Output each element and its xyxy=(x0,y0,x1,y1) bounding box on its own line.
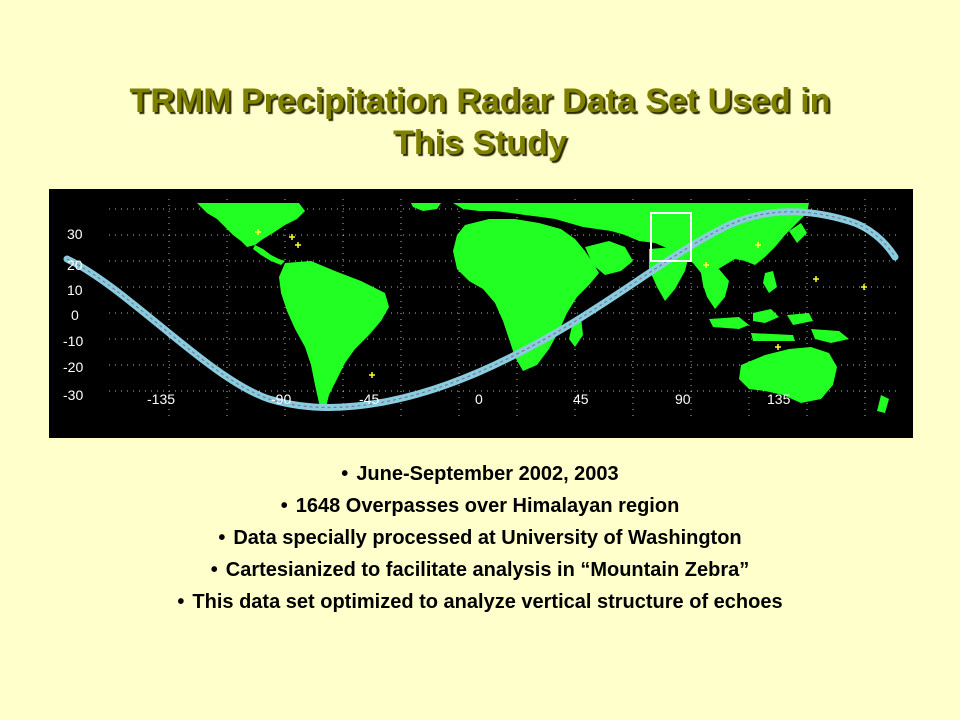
australia-landmass xyxy=(739,347,837,403)
greenland-landmass xyxy=(411,203,441,211)
bullet-item: • Cartesianized to facilitate analysis in… xyxy=(0,554,960,586)
latitude-labels: 30 20 10 0 -10 -20 -30 xyxy=(63,226,83,403)
bullet-text: 1648 Overpasses over Himalayan region xyxy=(295,495,680,517)
lon-label: 135 xyxy=(767,391,791,407)
bullet-item: • This data set optimized to analyze vert… xyxy=(0,586,960,618)
new-zealand-landmass xyxy=(877,395,889,413)
eurasia-landmass xyxy=(453,203,809,281)
map-graphic: 30 20 10 0 -10 -20 -30 -135 -90 -45 0 45… xyxy=(63,199,899,421)
north-america-landmass xyxy=(197,203,305,247)
lon-label: 90 xyxy=(675,391,691,407)
lon-label: -45 xyxy=(359,391,379,407)
lat-label: 10 xyxy=(67,282,83,298)
lat-label: -30 xyxy=(63,387,83,403)
station-marker xyxy=(255,229,261,235)
new-guinea-landmass xyxy=(811,329,849,343)
bullet-dot: • xyxy=(177,591,185,613)
slide-title: TRMM Precipitation Radar Data Set Used i… xyxy=(0,80,960,164)
bullet-dot: • xyxy=(218,527,226,549)
bullet-list: • June-September 2002, 2003 • 1648 Overpas… xyxy=(0,458,960,618)
title-line-1: TRMM Precipitation Radar Data Set Used i… xyxy=(129,82,831,120)
station-marker xyxy=(755,242,761,248)
station-marker xyxy=(861,284,867,290)
bullet-item: • Data specially processed at University … xyxy=(0,522,960,554)
bullet-dot: • xyxy=(341,463,349,485)
india-landmass xyxy=(649,247,689,301)
station-marker xyxy=(289,234,295,240)
philippines-islands xyxy=(763,223,807,293)
arabia-landmass xyxy=(585,241,633,275)
station-marker xyxy=(703,262,709,268)
central-america-landmass xyxy=(253,245,285,265)
indonesia-islands xyxy=(709,309,813,341)
himalayan-region-box xyxy=(650,212,692,262)
bullet-text: This data set optimized to analyze verti… xyxy=(192,591,783,613)
bullet-item: • 1648 Overpasses over Himalayan region xyxy=(0,490,960,522)
longitude-labels: -135 -90 -45 0 45 90 135 xyxy=(147,391,791,407)
lat-label: 30 xyxy=(67,226,83,242)
africa-landmass xyxy=(453,219,599,371)
lon-label: 0 xyxy=(475,391,483,407)
trmm-orbit-map: 30 20 10 0 -10 -20 -30 -135 -90 -45 0 45… xyxy=(49,189,913,438)
bullet-text: Data specially processed at University o… xyxy=(233,527,742,549)
station-markers xyxy=(255,229,867,378)
station-marker xyxy=(369,372,375,378)
trmm-orbit-track-centerline xyxy=(66,211,896,409)
lat-label: 0 xyxy=(71,307,79,323)
bullet-dot: • xyxy=(210,559,218,581)
lon-label: -135 xyxy=(147,391,175,407)
station-marker xyxy=(813,276,819,282)
south-america-landmass xyxy=(279,261,389,411)
bullet-dot: • xyxy=(280,495,288,517)
indochina-landmass xyxy=(701,269,729,309)
lon-label: -90 xyxy=(271,391,291,407)
lat-label: -10 xyxy=(63,333,83,349)
lon-label: 45 xyxy=(573,391,589,407)
station-marker xyxy=(775,344,781,350)
continents xyxy=(197,203,889,413)
bullet-text: June-September 2002, 2003 xyxy=(356,463,619,485)
title-line-2: This Study xyxy=(393,124,567,162)
lat-label: 20 xyxy=(67,257,83,273)
bullet-text: Cartesianized to facilitate analysis in … xyxy=(225,559,750,581)
bullet-item: • June-September 2002, 2003 xyxy=(0,458,960,490)
lat-label: -20 xyxy=(63,359,83,375)
station-marker xyxy=(295,242,301,248)
